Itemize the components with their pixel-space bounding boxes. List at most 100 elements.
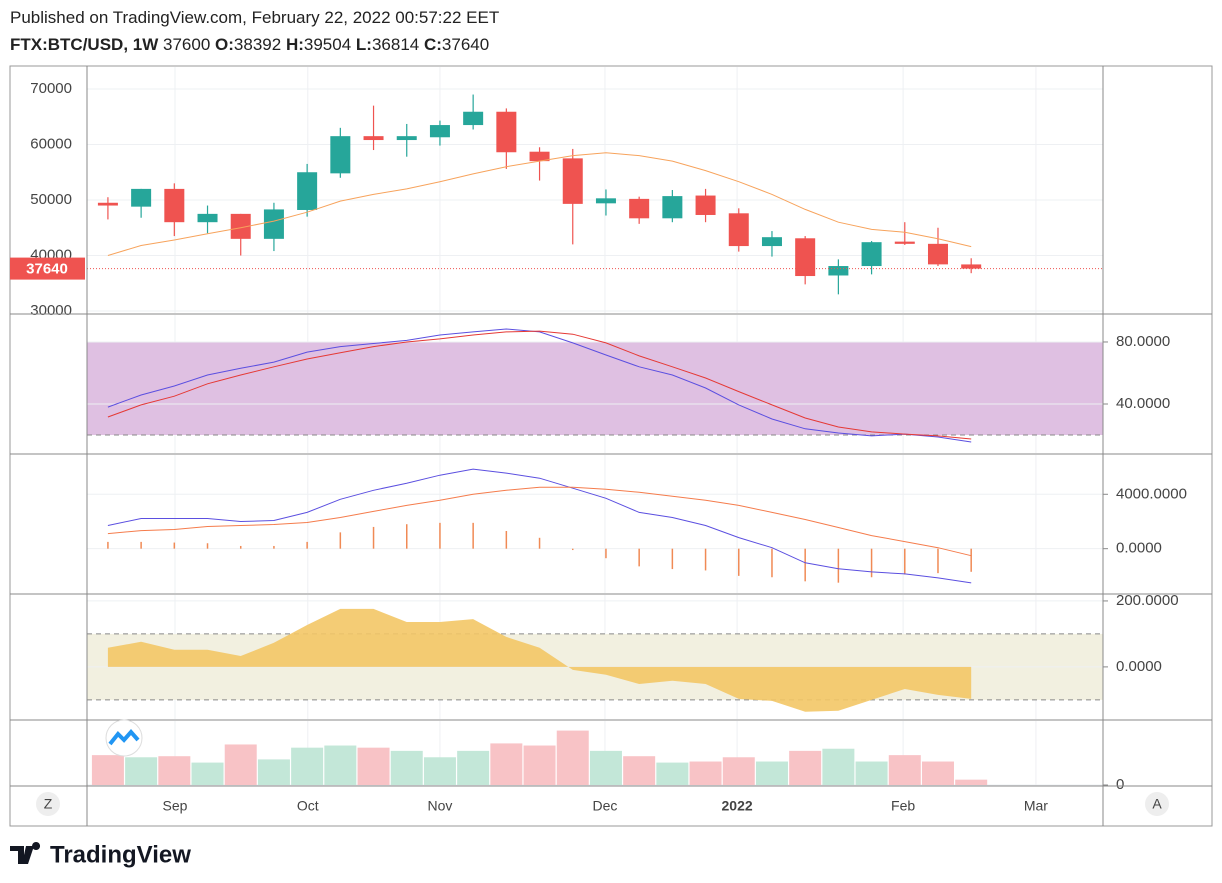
ohlc-label: H:: [285, 35, 304, 54]
y-tick-label: 0.0000: [1116, 658, 1162, 675]
candle-body: [396, 136, 417, 141]
volume-bar: [490, 743, 523, 785]
volume-bar: [158, 756, 191, 785]
y-tick-label: 60000: [30, 135, 72, 152]
candle-body: [297, 172, 318, 210]
volume-bar: [523, 745, 556, 785]
candle-body: [263, 209, 284, 239]
x-tick-label: Mar: [1024, 798, 1048, 814]
auto-button[interactable]: [1145, 792, 1169, 816]
volume-bar: [257, 759, 290, 785]
y-tick-label: 50000: [30, 191, 72, 208]
frame: [9, 65, 1213, 827]
volume-bar: [888, 755, 921, 785]
y-tick-label: 4000.0000: [1116, 485, 1187, 502]
moving-average: [107, 152, 972, 256]
auto-button-label[interactable]: A: [1152, 796, 1162, 812]
ohlc-label: C:: [423, 35, 442, 54]
candle-body: [927, 243, 948, 265]
volume-bar: [125, 757, 158, 785]
candle-body: [131, 188, 152, 207]
y-tick-label: 0: [1116, 776, 1124, 793]
candle-body: [961, 264, 982, 269]
candle-body: [562, 158, 583, 204]
published-line: Published on TradingView.com, February 2…: [10, 8, 500, 27]
last-price-label: 37640: [26, 261, 68, 278]
y-tick-label: 200.0000: [1116, 592, 1179, 609]
volume-bar: [623, 756, 656, 785]
candle-body: [197, 213, 218, 223]
band: [87, 341, 1103, 436]
volume-bar: [324, 745, 357, 785]
volume-bar: [390, 750, 423, 785]
candle-body: [429, 125, 450, 138]
ohlc: O:38392 H:39504 L:36814 C:37640: [215, 35, 489, 54]
volume-bar: [955, 779, 988, 785]
volume-bar: [656, 762, 689, 785]
volume-bar: [357, 747, 390, 785]
candle-body: [529, 151, 550, 162]
candle-body: [97, 202, 118, 206]
zoom-button[interactable]: [36, 792, 60, 816]
ohlc-value: 39504: [303, 35, 352, 54]
x-tick-label: Oct: [297, 798, 319, 814]
volume-bar: [789, 750, 822, 785]
series-line: [107, 330, 972, 440]
candle-body: [496, 111, 517, 153]
volume-bar: [91, 755, 124, 785]
y-tick-label: 40.0000: [1116, 395, 1170, 412]
volume-bar: [722, 757, 755, 785]
y-tick-label: 80.0000: [1116, 333, 1170, 350]
volume-bar: [556, 730, 589, 785]
candle-body: [728, 213, 749, 247]
candle-body: [695, 195, 716, 215]
ohlc-value: 37640: [441, 35, 490, 54]
volume-bar: [589, 750, 622, 785]
candle-body: [164, 188, 185, 223]
candle-body: [330, 136, 351, 174]
tv-badge: [105, 719, 143, 757]
zoom-button-label[interactable]: Z: [44, 796, 53, 812]
candle-body: [861, 242, 882, 267]
candle-body: [795, 238, 816, 277]
y-tick-label: 30000: [30, 302, 72, 319]
footer-brand: TradingView: [50, 841, 191, 868]
candle-body: [761, 237, 782, 247]
x-tick-label: Feb: [891, 798, 915, 814]
volume-bar: [855, 761, 888, 785]
candle-body: [894, 241, 915, 244]
symbol-line: FTX:BTC/USD, 1W 37600 O:38392 H:39504 L:…: [10, 35, 489, 55]
candle-body: [230, 213, 251, 239]
volume-bar: [755, 761, 788, 785]
candle-body: [463, 111, 484, 126]
volume-bar: [291, 747, 324, 785]
volume-bar: [921, 761, 954, 785]
ohlc-value: 38392: [233, 35, 282, 54]
series-line: [107, 328, 972, 443]
candle-body: [595, 198, 616, 204]
last-price-tag: [10, 257, 85, 280]
candle-body: [363, 136, 384, 141]
price: 37600: [163, 35, 211, 54]
y-tick-label: 0.0000: [1116, 540, 1162, 557]
series-line: [107, 468, 972, 584]
volume-bar: [191, 762, 224, 785]
candle-body: [662, 196, 683, 219]
ohlc-value: 36814: [371, 35, 420, 54]
x-tick-label: Sep: [163, 798, 188, 814]
ohlc-label: O:: [215, 35, 234, 54]
x-tick-label: Nov: [427, 798, 452, 814]
y-tick-label: 70000: [30, 80, 72, 97]
footer-logo: [10, 842, 41, 864]
candle-body: [629, 198, 650, 219]
area: [107, 608, 972, 712]
volume-bar: [457, 750, 490, 785]
volume-bar: [423, 757, 456, 785]
volume-bar: [689, 761, 722, 785]
series-line: [107, 486, 972, 557]
symbol: FTX:BTC/USD, 1W: [10, 35, 159, 54]
x-tick-label: 2022: [722, 798, 753, 814]
volume-bar: [224, 744, 257, 785]
